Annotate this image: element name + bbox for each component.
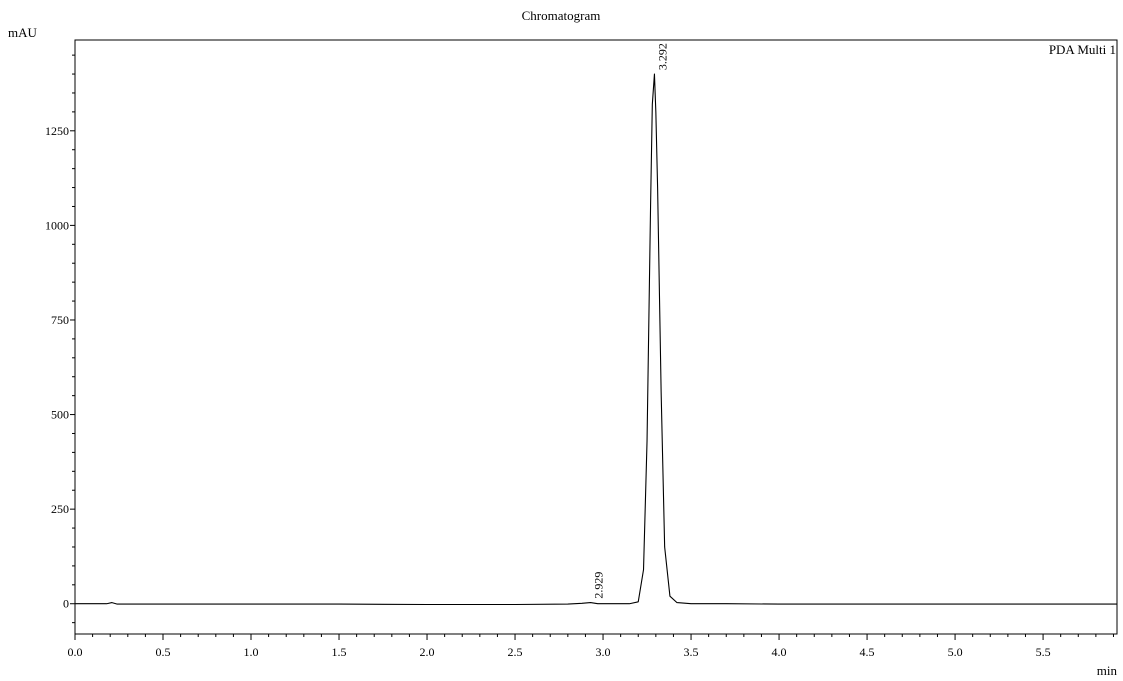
x-tick-label: 1.5 — [332, 645, 347, 659]
x-tick-label: 1.0 — [244, 645, 259, 659]
y-tick-label: 1250 — [45, 124, 69, 138]
chromatogram-trace — [75, 73, 1117, 606]
x-tick-label: 0.5 — [156, 645, 171, 659]
chart-title: Chromatogram — [522, 8, 601, 23]
y-tick-label: 250 — [51, 502, 69, 516]
plot-frame — [74, 39, 1118, 635]
y-tick-label: 1000 — [45, 218, 69, 232]
x-axis-label: min — [1097, 663, 1118, 678]
x-tick-label: 3.5 — [684, 645, 699, 659]
peak-label: 2.929 — [592, 572, 606, 599]
peak-label: 3.292 — [655, 43, 669, 70]
y-axis: 0 250 500 750 1000 1250 — [45, 54, 75, 624]
y-tick-label: 750 — [51, 313, 69, 327]
x-tick-label: 2.0 — [420, 645, 435, 659]
y-tick-label: 0 — [63, 597, 69, 611]
channel-label: PDA Multi 1 — [1049, 42, 1116, 57]
x-tick-label: 4.5 — [860, 645, 875, 659]
y-axis-label: mAU — [8, 25, 38, 40]
x-axis: 0.0 0.5 1.0 1.5 2.0 2.5 3.0 3.5 4.0 4.5 5.0 5.5 — [68, 634, 1114, 659]
series-layer — [75, 73, 1117, 606]
x-tick-label: 2.5 — [508, 645, 523, 659]
x-tick-label: 0.0 — [68, 645, 83, 659]
x-tick-label: 5.5 — [1036, 645, 1051, 659]
peak-labels: 2.929 3.292 — [592, 43, 670, 599]
x-tick-label: 5.0 — [948, 645, 963, 659]
y-tick-label: 500 — [51, 408, 69, 422]
x-tick-label: 3.0 — [596, 645, 611, 659]
x-tick-label: 4.0 — [772, 645, 787, 659]
